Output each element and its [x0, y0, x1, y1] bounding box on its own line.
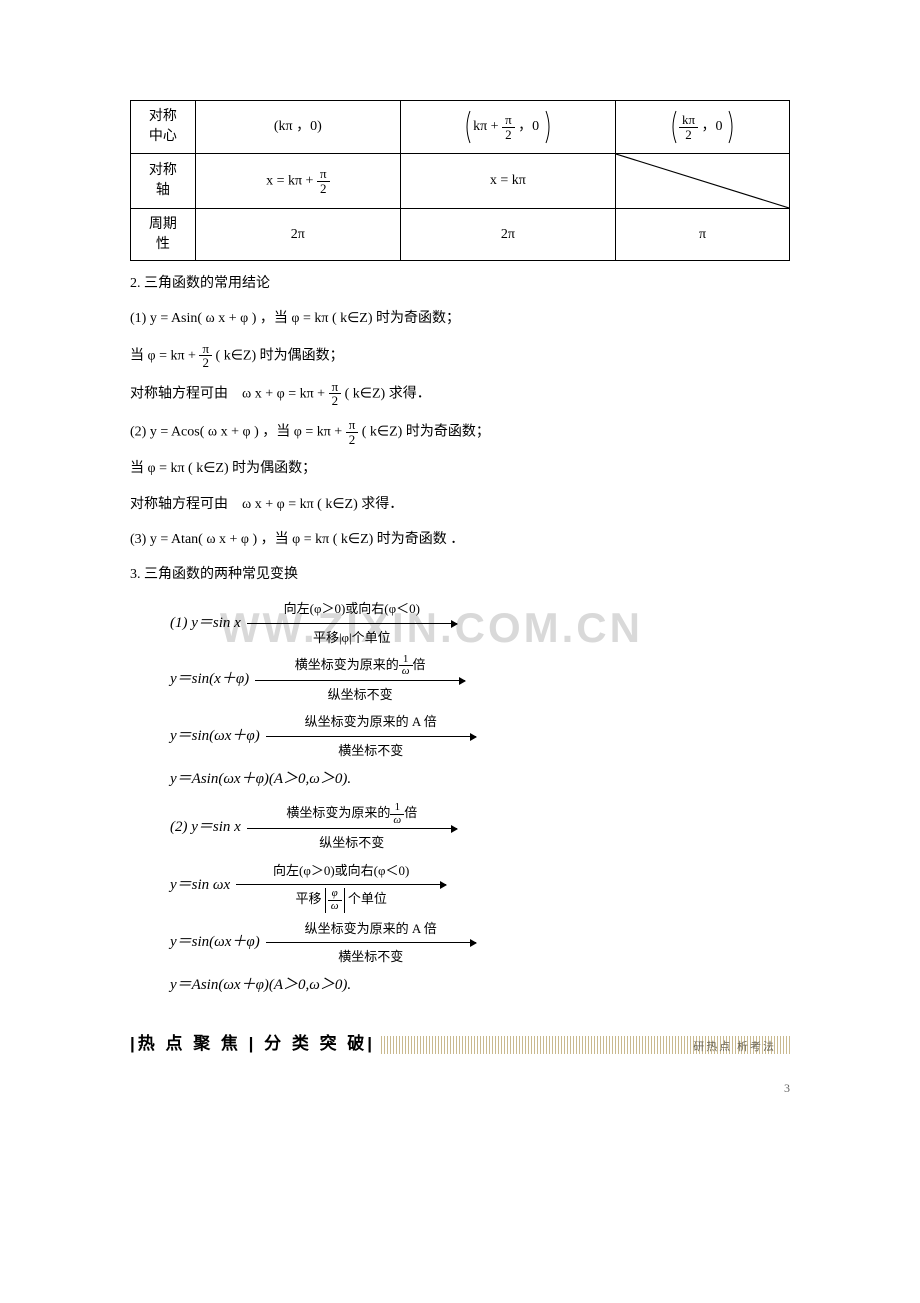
tf-expr: y＝sin(x＋φ): [170, 666, 249, 693]
tf-expr: y＝sin ωx: [170, 872, 230, 899]
transform-sequence-1: (1) y＝sin x 向左(φ＞0)或向右(φ＜0) 平移|φ|个单位 y＝s…: [170, 597, 790, 793]
cell-sym-axis-tan: [615, 154, 789, 209]
footer-stripes: 研热点 析考法: [381, 1036, 790, 1054]
cell-sym-center-tan: kπ2 ，0: [615, 101, 789, 154]
table-row: 周期性 2π 2π π: [131, 209, 790, 261]
row-label: 对称中心: [131, 101, 196, 154]
body-text: (1) y = Asin( ω x + φ ) ，当 φ = kπ ( k∈Z)…: [130, 306, 790, 331]
transform-sequence-2: (2) y＝sin x 横坐标变为原来的1ω倍 纵坐标不变 y＝sin ωx 向…: [170, 801, 790, 999]
slash-icon: [616, 154, 789, 208]
cell-period-cos: 2π: [400, 209, 615, 261]
footer-subtitle: 研热点 析考法: [693, 1038, 776, 1058]
tf-expr: (2) y＝sin x: [170, 814, 241, 841]
cell-sym-center-sin: (kπ ，0): [195, 101, 400, 154]
arrow-icon: 向左(φ＞0)或向右(φ＜0) 平移|φ|个单位: [247, 597, 457, 649]
tf-expr: y＝sin(ωx＋φ): [170, 723, 260, 750]
body-text: (3) y = Atan( ω x + φ ) ，当 φ = kπ ( k∈Z)…: [130, 527, 790, 552]
body-text: 对称轴方程可由 ω x + φ = kπ + π2 ( k∈Z) 求得．: [130, 380, 790, 408]
arrow-icon: 纵坐标变为原来的 A 倍 横坐标不变: [266, 710, 476, 762]
cell-period-tan: π: [615, 209, 789, 261]
tf-expr: y＝Asin(ωx＋φ)(A＞0,ω＞0).: [170, 766, 351, 793]
body-text: 当 φ = kπ + π2 ( k∈Z) 时为偶函数；: [130, 342, 790, 370]
table-row: 对称中心 (kπ ，0) kπ + π2 ，0 kπ2 ，0: [131, 101, 790, 154]
cell-sym-center-cos: kπ + π2 ，0: [400, 101, 615, 154]
body-text: (2) y = Acos( ω x + φ ) ，当 φ = kπ + π2 (…: [130, 418, 790, 446]
cell-sym-axis-sin: x = kπ + π2: [195, 154, 400, 209]
arrow-icon: 纵坐标变为原来的 A 倍 横坐标不变: [266, 917, 476, 969]
tf-expr: y＝Asin(ωx＋φ)(A＞0,ω＞0).: [170, 972, 351, 999]
cell-sym-axis-cos: x = kπ: [400, 154, 615, 209]
cell-period-sin: 2π: [195, 209, 400, 261]
arrow-icon: 横坐标变为原来的1ω倍 纵坐标不变: [255, 653, 465, 706]
tf-expr: y＝sin(ωx＋φ): [170, 929, 260, 956]
body-text: 当 φ = kπ ( k∈Z) 时为偶函数；: [130, 456, 790, 481]
tf-expr: (1) y＝sin x: [170, 610, 241, 637]
footer-title: |热 点 聚 焦 | 分 类 突 破|: [130, 1029, 375, 1060]
table-row: 对称轴 x = kπ + π2 x = kπ: [131, 154, 790, 209]
arrow-icon: 向左(φ＞0)或向右(φ＜0) 平移 φω 个单位: [236, 859, 446, 913]
row-label: 对称轴: [131, 154, 196, 209]
page-number: 3: [784, 1078, 790, 1100]
row-label: 周期性: [131, 209, 196, 261]
section-heading: 3. 三角函数的两种常见变换: [130, 562, 790, 587]
section-heading: 2. 三角函数的常用结论: [130, 271, 790, 296]
body-text: 对称轴方程可由 ω x + φ = kπ ( k∈Z) 求得．: [130, 492, 790, 517]
footer-bar: |热 点 聚 焦 | 分 类 突 破| 研热点 析考法: [130, 1029, 790, 1060]
trig-properties-table: 对称中心 (kπ ，0) kπ + π2 ，0 kπ2 ，0: [130, 100, 790, 261]
arrow-icon: 横坐标变为原来的1ω倍 纵坐标不变: [247, 801, 457, 854]
